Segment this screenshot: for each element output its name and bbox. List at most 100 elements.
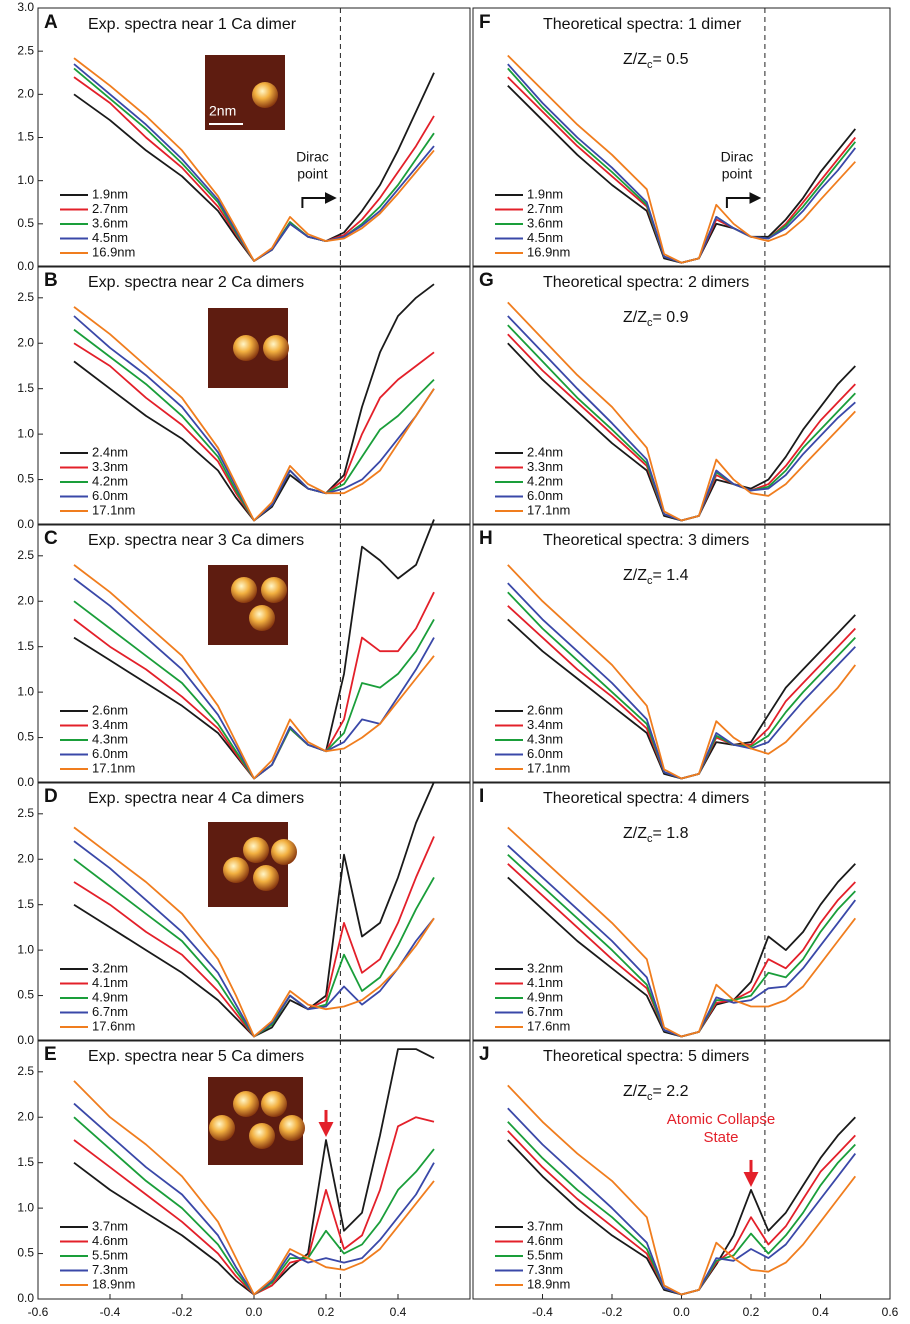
legend-label: 6.0nm — [92, 746, 128, 761]
x-tick-label: -0.4 — [100, 1305, 121, 1319]
series-line — [507, 54, 856, 264]
dirac-label: point — [297, 166, 327, 182]
y-tick-label: 0.5 — [17, 472, 34, 486]
panel-title: Theoretical spectra: 1 dimer — [543, 16, 742, 33]
legend-label: 3.7nm — [92, 1218, 128, 1233]
series-line — [507, 76, 857, 264]
x-tick-label: -0.6 — [28, 1305, 49, 1319]
legend-label: 3.7nm — [527, 1218, 563, 1233]
y-tick-label: 0.5 — [17, 1246, 34, 1260]
panel: 0.0 0.5 1.0 1.5 2.0 2.5 -0.6 -0.4 -0.2 0.0 0.2 0.4 E… — [17, 1039, 471, 1319]
x-tick-label: 0.4 — [390, 1305, 407, 1319]
series-line — [507, 863, 856, 1038]
dirac-arrow — [301, 192, 337, 208]
legend-label: 2.6nm — [92, 702, 128, 717]
series-line — [73, 63, 435, 262]
legend-label: 18.9nm — [527, 1276, 570, 1291]
panel-title: Exp. spectra near 4 Ca dimers — [88, 790, 304, 807]
series-line — [507, 315, 856, 522]
series-line — [507, 333, 856, 522]
x-tick-label: 0.2 — [318, 1305, 335, 1319]
legend-label: 4.3nm — [92, 731, 128, 746]
y-tick-label: 0.5 — [17, 730, 34, 744]
plot-frame — [472, 7, 891, 268]
x-tick-label: -0.2 — [172, 1305, 193, 1319]
legend-label: 17.6nm — [92, 1018, 135, 1033]
x-tick-label: -0.2 — [602, 1305, 623, 1319]
ratio-rest: = 1.8 — [653, 825, 689, 842]
legend-label: 2.4nm — [92, 444, 128, 459]
y-tick-label: 0.0 — [17, 517, 34, 531]
y-tick-label: 1.0 — [17, 426, 34, 440]
legend-label: 3.2nm — [527, 960, 563, 975]
series-line — [507, 564, 857, 780]
stm-dimer — [209, 1115, 235, 1141]
legend-label: 3.3nm — [92, 459, 128, 474]
y-tick-label: 1.5 — [17, 130, 34, 144]
y-tick-label: 1.5 — [17, 1155, 34, 1169]
y-tick-label: 1.0 — [17, 1200, 34, 1214]
series-line — [507, 85, 856, 264]
legend-label: 6.7nm — [92, 1004, 128, 1019]
legend-label: 3.3nm — [527, 459, 563, 474]
legend-label: 17.1nm — [92, 760, 135, 775]
series-line — [507, 1084, 857, 1296]
stm-dimer — [249, 1123, 275, 1149]
x-tick-label: -0.4 — [532, 1305, 553, 1319]
legend-label: 4.9nm — [92, 989, 128, 1004]
legend-label: 6.0nm — [527, 746, 563, 761]
stm-dimer — [253, 865, 279, 891]
series-line — [73, 57, 435, 262]
series-line — [507, 844, 857, 1038]
x-tick-label: 0.0 — [246, 1305, 263, 1319]
dirac-label: point — [722, 166, 752, 182]
legend-label: 3.6nm — [92, 215, 128, 230]
series-line — [73, 840, 435, 1038]
stm-inset — [208, 565, 288, 645]
legend-label: 5.5nm — [527, 1247, 563, 1262]
stm-dimer — [261, 1091, 287, 1117]
stm-dimer — [271, 839, 297, 865]
legend-label: 6.0nm — [527, 488, 563, 503]
y-tick-label: 3.0 — [17, 0, 34, 14]
legend-label: 17.6nm — [527, 1018, 570, 1033]
series-line — [73, 283, 435, 522]
x-tick-label: 0.0 — [673, 1305, 690, 1319]
series-line — [73, 67, 435, 262]
panel-title: Theoretical spectra: 5 dimers — [543, 1048, 749, 1065]
panel: I Theoretical spectra: 4 dimers Z/Zc= 1.8 3… — [472, 781, 891, 1042]
legend-label: 16.9nm — [527, 244, 570, 259]
ratio-label: Z/Zc= 0.9 — [623, 309, 689, 329]
y-tick-label: 1.0 — [17, 684, 34, 698]
series-line — [507, 1121, 856, 1296]
panel-letter: B — [44, 270, 58, 291]
series-line — [73, 564, 435, 780]
series-line — [73, 1080, 435, 1296]
y-tick-label: 0.5 — [17, 216, 34, 230]
series-line — [507, 582, 856, 780]
ratio-sub: c — [647, 317, 653, 329]
series-line — [507, 591, 856, 780]
ratio-rest: = 0.5 — [653, 51, 689, 68]
y-tick-label: 1.5 — [17, 897, 34, 911]
y-tick-label: 1.5 — [17, 381, 34, 395]
stm-dimer — [223, 857, 249, 883]
legend-label: 4.2nm — [527, 473, 563, 488]
panel-letter: J — [479, 1044, 490, 1065]
y-tick-label: 2.5 — [17, 806, 34, 820]
stm-dimer — [233, 335, 259, 361]
legend-label: 5.5nm — [92, 1247, 128, 1262]
panel-title: Theoretical spectra: 2 dimers — [543, 274, 749, 291]
panel-title: Theoretical spectra: 3 dimers — [543, 532, 749, 549]
series-line — [73, 1116, 435, 1296]
legend-label: 7.3nm — [527, 1262, 563, 1277]
series-line — [73, 1048, 435, 1296]
y-tick-label: 0.0 — [17, 259, 34, 273]
y-tick-label: 2.0 — [17, 851, 34, 865]
legend-label: 17.1nm — [92, 502, 135, 517]
legend-label: 4.6nm — [92, 1233, 128, 1248]
ratio-label: Z/Zc= 0.5 — [623, 51, 689, 71]
panel: 0.0 0.5 1.0 1.5 2.0 2.5 C Exp. spectra near 3 C… — [17, 519, 471, 789]
plot-frame — [472, 781, 891, 1042]
series-line — [507, 614, 856, 780]
